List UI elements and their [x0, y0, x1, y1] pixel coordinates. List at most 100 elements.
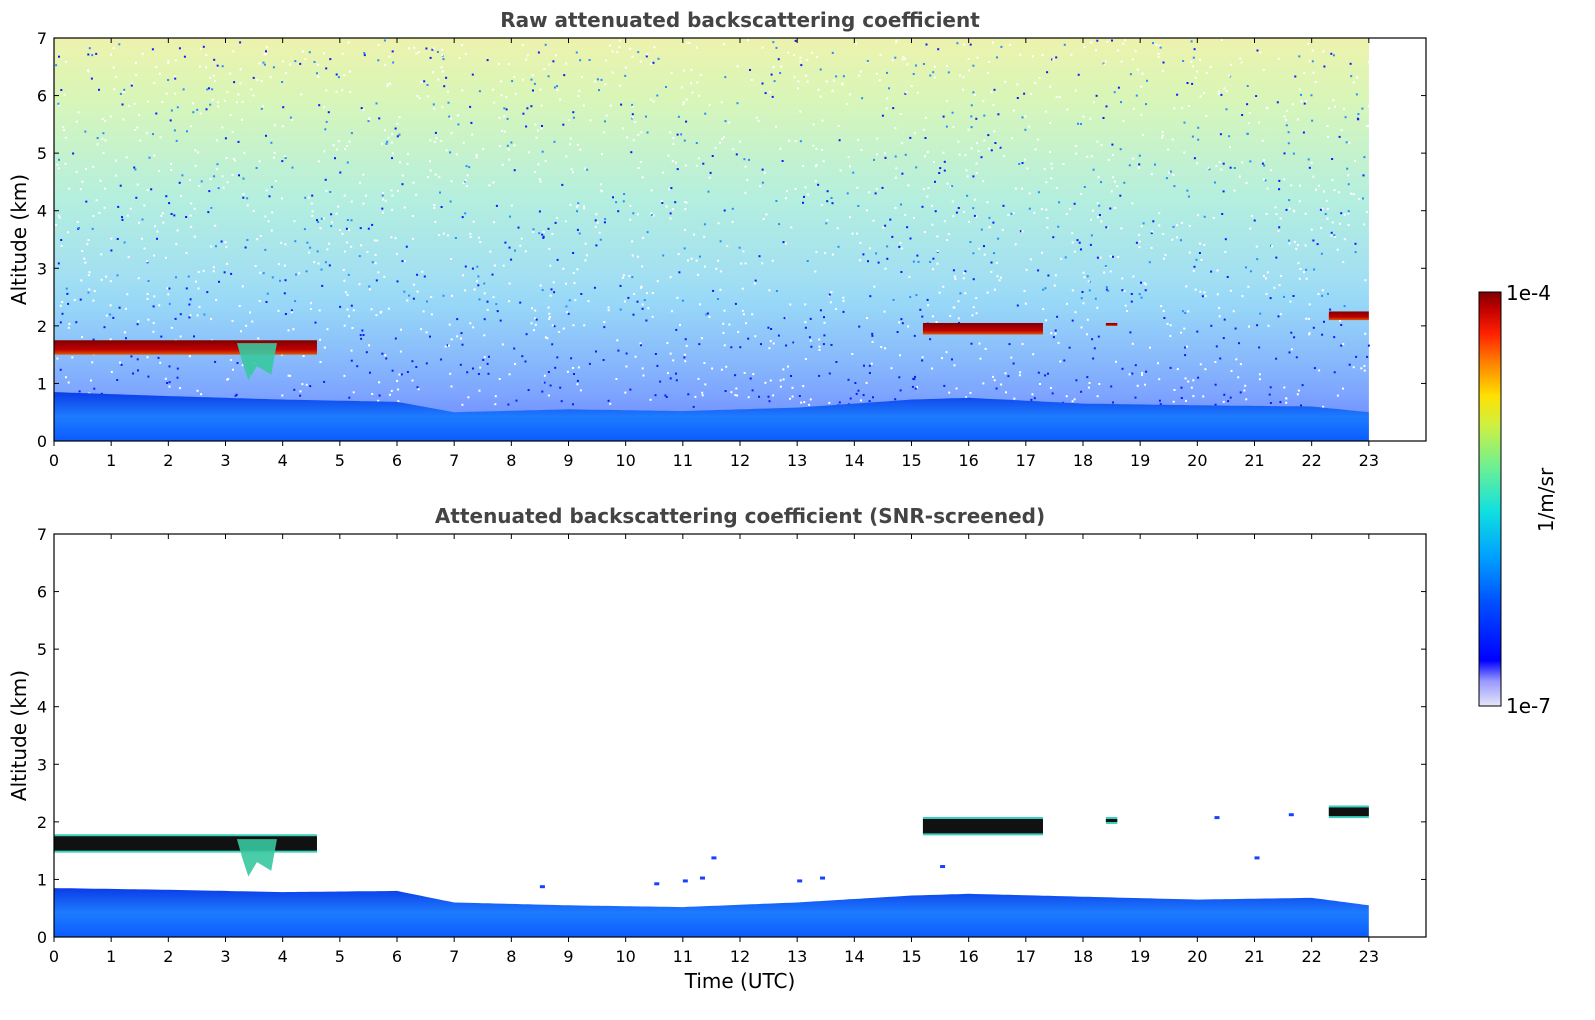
speckle-dot [674, 201, 677, 204]
speckle-dot [539, 88, 542, 91]
speckle-dot [683, 69, 685, 72]
speckle-dot [577, 202, 580, 205]
speckle-dot [1164, 253, 1167, 256]
x-tick-label: 12 [730, 451, 750, 470]
speckle-dot [987, 134, 990, 137]
speckle-dot [461, 403, 464, 406]
speckle-dot [1131, 372, 1134, 375]
speckle-dot [734, 374, 737, 377]
speckle-dot [55, 224, 58, 226]
speckle-dot [403, 206, 406, 209]
speckle-dot [126, 293, 129, 296]
speckle-dot [1192, 395, 1195, 398]
speckle-dot [183, 55, 186, 58]
speckle-dot [1117, 86, 1120, 89]
speckle-dot [290, 311, 293, 314]
speckle-dot [968, 69, 971, 72]
speckle-dot [670, 187, 673, 190]
speckle-dot [541, 233, 544, 236]
speckle-dot [447, 234, 449, 237]
speckle-dot [365, 351, 368, 354]
speckle-dot [814, 180, 817, 183]
speckle-dot [1188, 251, 1191, 254]
speckle-dot [305, 383, 308, 386]
speckle-dot [185, 287, 188, 290]
speckle-dot [503, 130, 506, 133]
speckle-dot [694, 395, 697, 398]
speckle-dot [894, 127, 897, 130]
speckle-dot [830, 344, 833, 346]
speckle-dot [241, 100, 244, 103]
speckle-dot [683, 247, 686, 250]
speckle-dot [789, 397, 791, 400]
speckle-dot [371, 223, 374, 226]
speckle-dot [1080, 390, 1083, 393]
speckle-dot [983, 114, 986, 117]
speckle-dot [1106, 40, 1109, 43]
speckle-dot [280, 241, 283, 244]
speckle-dot [1145, 103, 1147, 106]
speckle-dot [543, 374, 546, 377]
speckle-dot [265, 52, 267, 55]
speckle-dot [197, 287, 200, 290]
speckle-dot [92, 165, 95, 168]
speckle-dot [696, 81, 699, 84]
speckle-dot [346, 161, 349, 164]
speckle-dot [572, 116, 575, 119]
speckle-dot [1312, 71, 1315, 74]
speckle-dot [1077, 73, 1080, 76]
speckle-dot [799, 60, 802, 63]
speckle-dot [1361, 107, 1364, 110]
speckle-dot [931, 223, 934, 226]
speckle-dot [1105, 286, 1108, 289]
speckle-dot [829, 301, 832, 304]
speckle-dot [59, 321, 62, 324]
speckle-dot [1193, 157, 1196, 160]
speckle-dot [343, 374, 346, 377]
speckle-dot [1181, 107, 1184, 110]
speckle-dot [1321, 207, 1324, 210]
speckle-dot [1098, 383, 1101, 385]
speckle-dot [894, 155, 897, 158]
speckle-dot [746, 178, 749, 181]
speckle-dot [885, 107, 888, 110]
speckle-dot [239, 68, 242, 71]
pixel-blob [654, 882, 660, 886]
speckle-dot [972, 278, 975, 281]
speckle-dot [1096, 306, 1099, 309]
speckle-dot [218, 280, 220, 283]
speckle-dot [521, 78, 524, 81]
x-tick-label: 1 [106, 947, 116, 966]
speckle-dot [173, 129, 176, 132]
speckle-dot [1002, 155, 1005, 158]
speckle-dot [737, 330, 740, 333]
speckle-dot [798, 395, 801, 397]
speckle-dot [173, 214, 176, 217]
y-tick-label: 3 [37, 755, 47, 774]
speckle-dot [975, 297, 978, 300]
speckle-dot [291, 166, 294, 169]
speckle-dot [1354, 159, 1357, 162]
speckle-dot [626, 136, 629, 139]
speckle-dot [302, 355, 305, 358]
speckle-dot [1082, 271, 1085, 274]
y-tick-label: 0 [37, 432, 47, 451]
speckle-dot [846, 103, 849, 105]
speckle-dot [640, 344, 642, 347]
speckle-dot [1283, 178, 1286, 181]
speckle-dot [1265, 293, 1268, 296]
speckle-dot [1203, 92, 1205, 94]
speckle-dot [715, 267, 718, 270]
speckle-dot [1362, 197, 1364, 200]
speckle-dot [272, 66, 275, 69]
speckle-dot [1000, 45, 1003, 48]
speckle-dot [972, 64, 975, 67]
speckle-dot [976, 142, 979, 145]
speckle-dot [761, 82, 764, 85]
speckle-dot [675, 328, 678, 331]
speckle-dot [1184, 312, 1187, 314]
speckle-dot [624, 74, 627, 77]
speckle-dot [932, 257, 935, 260]
speckle-dot [749, 69, 751, 71]
